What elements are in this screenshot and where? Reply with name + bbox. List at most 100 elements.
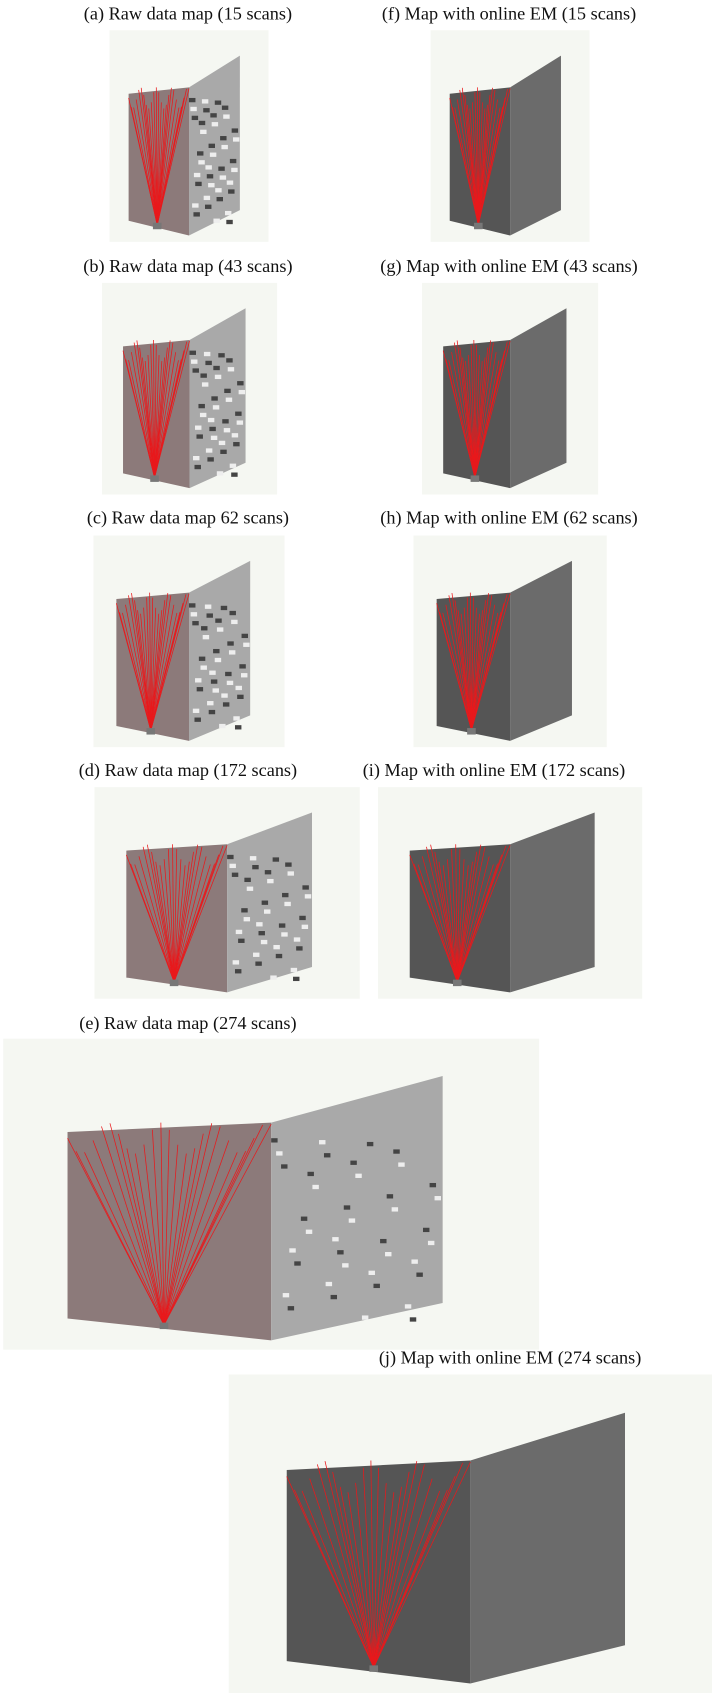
scan-patch: [430, 1183, 436, 1187]
scan-patch: [225, 672, 231, 676]
scan-patch: [199, 657, 205, 661]
scan-patch: [235, 412, 241, 416]
scan-patch: [203, 635, 209, 639]
scan-patch: [215, 100, 221, 104]
scan-patch: [288, 1306, 294, 1310]
scan-patch: [195, 426, 201, 430]
sensor: [150, 475, 159, 481]
scan-patch: [202, 99, 208, 103]
scan-patch: [222, 106, 228, 110]
scan-patch: [243, 643, 249, 647]
scan-patch: [218, 353, 224, 357]
scan-patch: [282, 893, 288, 897]
scan-patch: [205, 165, 211, 169]
scan-patch: [307, 1172, 313, 1176]
scan-patch: [270, 975, 276, 979]
scan-patch: [241, 908, 247, 912]
scan-patch: [193, 212, 199, 216]
scan-patch: [392, 1207, 398, 1211]
scan-patch: [208, 418, 214, 422]
scan-patch: [200, 130, 206, 134]
scan-patch: [224, 428, 230, 432]
panel-caption: (b) Raw data map (43 scans): [83, 256, 292, 277]
scan-patch: [208, 183, 214, 187]
scan-patch: [369, 1271, 375, 1275]
sensor: [474, 223, 483, 229]
scan-patch: [344, 1205, 350, 1209]
scan-patch: [198, 160, 204, 164]
scan-patch: [191, 359, 197, 363]
scan-patch: [284, 902, 290, 906]
scan-patch: [273, 945, 279, 949]
right-wall: [510, 561, 572, 741]
scan-patch: [209, 427, 215, 431]
scan-patch: [213, 219, 219, 223]
scan-patch: [209, 671, 215, 675]
scan-patch: [273, 857, 279, 861]
panel-image: [95, 787, 360, 999]
scan-patch: [189, 603, 195, 607]
scan-patch: [205, 605, 211, 609]
scan-patch: [212, 122, 218, 126]
scan-patch: [195, 465, 201, 469]
scan-patch: [219, 724, 225, 728]
scan-patch: [244, 917, 250, 921]
scan-patch: [239, 664, 245, 668]
scan-patch: [204, 352, 210, 356]
right-wall: [189, 561, 250, 741]
scan-patch: [192, 116, 198, 120]
right-wall: [227, 813, 312, 993]
scan-patch: [223, 114, 229, 118]
scan-patch: [205, 361, 211, 365]
right-wall: [510, 813, 595, 993]
scan-patch: [242, 634, 248, 638]
scan-patch: [235, 725, 241, 729]
scan-patch: [331, 1295, 337, 1299]
scan-patch: [271, 1138, 277, 1142]
scan-patch: [319, 1140, 325, 1144]
scan-patch: [312, 1185, 318, 1189]
scan-patch: [299, 916, 305, 920]
scan-patch: [306, 1230, 312, 1234]
scan-patch: [197, 151, 203, 155]
scan-patch: [232, 128, 238, 132]
scan-patch: [235, 969, 241, 973]
scan-patch: [221, 606, 227, 610]
scan-patch: [236, 930, 242, 934]
scan-patch: [380, 1239, 386, 1243]
scan-patch: [227, 641, 233, 645]
scan-patch: [236, 686, 242, 690]
scan-patch: [231, 168, 237, 172]
scan-patch: [215, 658, 221, 662]
scan-patch: [200, 373, 206, 377]
scan-patch: [198, 404, 204, 408]
panel-caption: (c) Raw data map 62 scans): [87, 508, 289, 529]
sensor: [453, 980, 462, 986]
scan-patch: [217, 627, 223, 631]
scan-patch: [213, 649, 219, 653]
scan-patch: [252, 865, 258, 869]
scan-patch: [259, 931, 265, 935]
scan-patch: [416, 1273, 422, 1277]
scan-patch: [207, 457, 213, 461]
scan-patch: [205, 205, 211, 209]
scan-patch: [213, 688, 219, 692]
scan-patch: [294, 1261, 300, 1265]
scan-patch: [324, 1153, 330, 1157]
scan-patch: [233, 442, 239, 446]
scan-patch: [226, 398, 232, 402]
scan-patch: [349, 1218, 355, 1222]
scan-patch: [207, 174, 213, 178]
scan-patch: [289, 1248, 295, 1252]
scan-patch: [211, 679, 217, 683]
scan-patch: [247, 887, 253, 891]
scan-patch: [203, 108, 209, 112]
scan-patch: [428, 1241, 434, 1245]
scan-patch: [276, 954, 282, 958]
scan-patch: [215, 188, 221, 192]
scan-patch: [193, 709, 199, 713]
scan-patch: [190, 107, 196, 111]
scan-patch: [202, 382, 208, 386]
scan-patch: [294, 937, 300, 941]
scan-patch: [279, 923, 285, 927]
